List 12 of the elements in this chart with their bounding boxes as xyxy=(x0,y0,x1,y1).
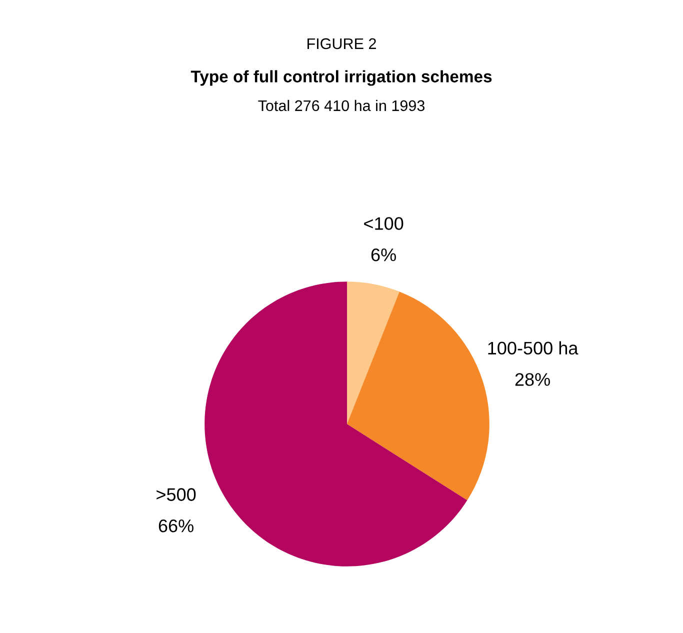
data-label: 6% xyxy=(371,248,396,262)
pie-slice xyxy=(347,282,400,424)
data-label: 66% xyxy=(158,519,194,532)
chart-title: Type of full control irrigation schemes xyxy=(190,70,492,86)
slice-label: <100 xyxy=(364,217,404,230)
slice-label: >500 xyxy=(156,488,196,501)
chart-subtitle: Total 276 410 ha in 1993 xyxy=(258,100,425,112)
pie-slice xyxy=(347,292,490,500)
data-label: 28% xyxy=(515,373,550,386)
caption: FIGURE 2 xyxy=(308,38,376,50)
slice-label: 100-500 ha xyxy=(488,341,578,355)
pie-slice xyxy=(204,282,468,566)
